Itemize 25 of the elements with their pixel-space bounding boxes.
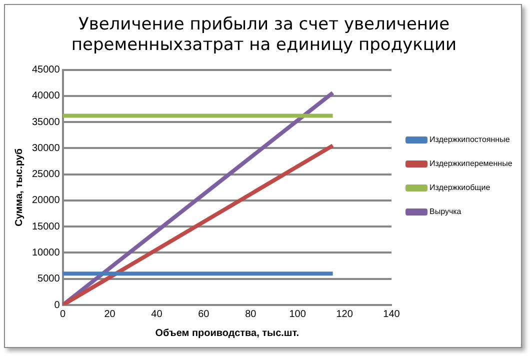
y-tick-label: 10000 [32,247,60,258]
y-tick-label: 35000 [32,116,60,128]
x-tick-label: 100 [289,308,306,320]
x-tick-label: 40 [151,308,163,320]
text: переменныхзатрат на единицу продукции [71,35,457,56]
y-tick-label: 0 [54,300,60,311]
legend-label: Издержкипеременные [430,159,513,168]
y-tick-label: 40000 [32,90,60,102]
text: Увеличение прибыли за счет увеличение [78,14,450,35]
x-tick-label: 20 [104,308,116,320]
legend-label: Издержкипостоянные [430,135,510,144]
y-tick-label: 20000 [32,195,60,206]
x-tick-label: 120 [336,308,354,320]
y-tick-label: 15000 [32,221,60,232]
y-axis-title: Сумма, тыс.руб [14,148,25,226]
x-tick-label: 140 [383,308,400,320]
y-tick-label: 30000 [32,142,60,154]
x-axis-title: Объем проиводства, тыс.шт. [155,328,300,339]
x-tick-label: 60 [198,308,210,320]
legend-label: Издержкиобщие [430,183,491,192]
legend-label: Выручка [430,207,462,216]
x-tick-label: 80 [245,308,257,320]
y-tick-label: 25000 [32,169,60,180]
y-tick-label: 5000 [38,274,60,285]
y-tick-label: 45000 [32,64,60,76]
